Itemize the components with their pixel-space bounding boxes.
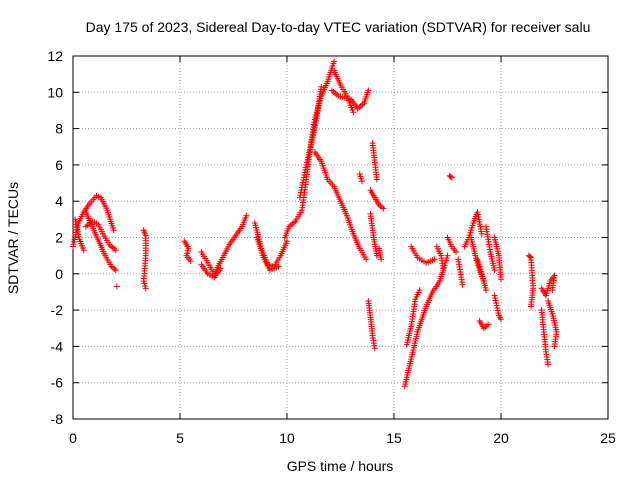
y-tick-label: -4 — [51, 338, 64, 354]
x-tick-label: 10 — [279, 430, 295, 446]
data-point — [498, 276, 504, 283]
x-tick-label: 25 — [600, 430, 616, 446]
data-point — [363, 256, 370, 263]
axis-ticks: 0 5 10 15 20 25 -8 -6 -4 -2 0 2 4 6 8 10 12 — [47, 48, 616, 446]
data-point — [80, 247, 87, 254]
x-tick-label: 20 — [493, 430, 509, 446]
data-point — [527, 303, 534, 310]
data-point — [444, 252, 451, 259]
x-tick-label: 15 — [386, 430, 402, 446]
data-point — [187, 258, 194, 265]
data-point — [358, 178, 365, 185]
x-axis-label: GPS time / hours — [287, 458, 394, 474]
data-point — [217, 265, 224, 272]
data-point — [371, 345, 378, 352]
data-point — [545, 361, 552, 368]
data-point — [483, 287, 490, 294]
data-point — [365, 87, 372, 94]
y-tick-label: -2 — [51, 302, 64, 318]
data-point — [331, 58, 338, 65]
data-point — [483, 322, 490, 329]
data-point — [491, 267, 498, 274]
y-tick-label: -8 — [51, 411, 64, 427]
data-point — [526, 253, 533, 260]
y-tick-label: 12 — [47, 48, 63, 64]
data-point — [373, 252, 380, 259]
data-point — [284, 238, 290, 245]
data-point — [373, 176, 380, 183]
data-point — [453, 249, 460, 256]
data-point — [350, 109, 357, 116]
x-tick-label: 0 — [69, 430, 77, 446]
data-point — [275, 263, 282, 270]
y-tick-label: 10 — [47, 84, 63, 100]
data-point — [447, 173, 454, 180]
data-point — [378, 256, 385, 263]
data-point — [112, 267, 119, 274]
y-tick-label: 4 — [55, 193, 63, 209]
grid-lines — [73, 56, 608, 419]
data-point — [459, 281, 466, 288]
data-point — [243, 212, 250, 219]
data-point — [551, 343, 558, 350]
y-tick-label: 2 — [55, 230, 63, 246]
data-point — [478, 230, 485, 237]
data-point — [380, 205, 387, 212]
data-point — [111, 265, 118, 272]
data-point — [142, 285, 149, 292]
x-tick-label: 5 — [176, 430, 184, 446]
data-point — [113, 283, 120, 290]
data-point — [378, 204, 385, 211]
data-point — [498, 316, 504, 323]
data-point — [112, 247, 119, 254]
data-marks — [70, 58, 560, 390]
data-point — [416, 287, 423, 294]
y-axis-label: SDTVAR / TECUs — [5, 182, 21, 294]
chart-title: Day 175 of 2023, Sidereal Day-to-day VTE… — [86, 19, 591, 35]
data-point — [549, 287, 556, 294]
data-point — [440, 265, 447, 272]
data-point — [431, 256, 438, 263]
y-tick-label: -6 — [51, 375, 64, 391]
y-tick-label: 8 — [55, 121, 63, 137]
data-point — [448, 174, 455, 181]
y-tick-label: 6 — [55, 157, 63, 173]
data-point — [318, 83, 325, 90]
data-point — [485, 321, 492, 328]
data-point — [110, 227, 117, 234]
y-tick-label: 0 — [55, 266, 63, 282]
